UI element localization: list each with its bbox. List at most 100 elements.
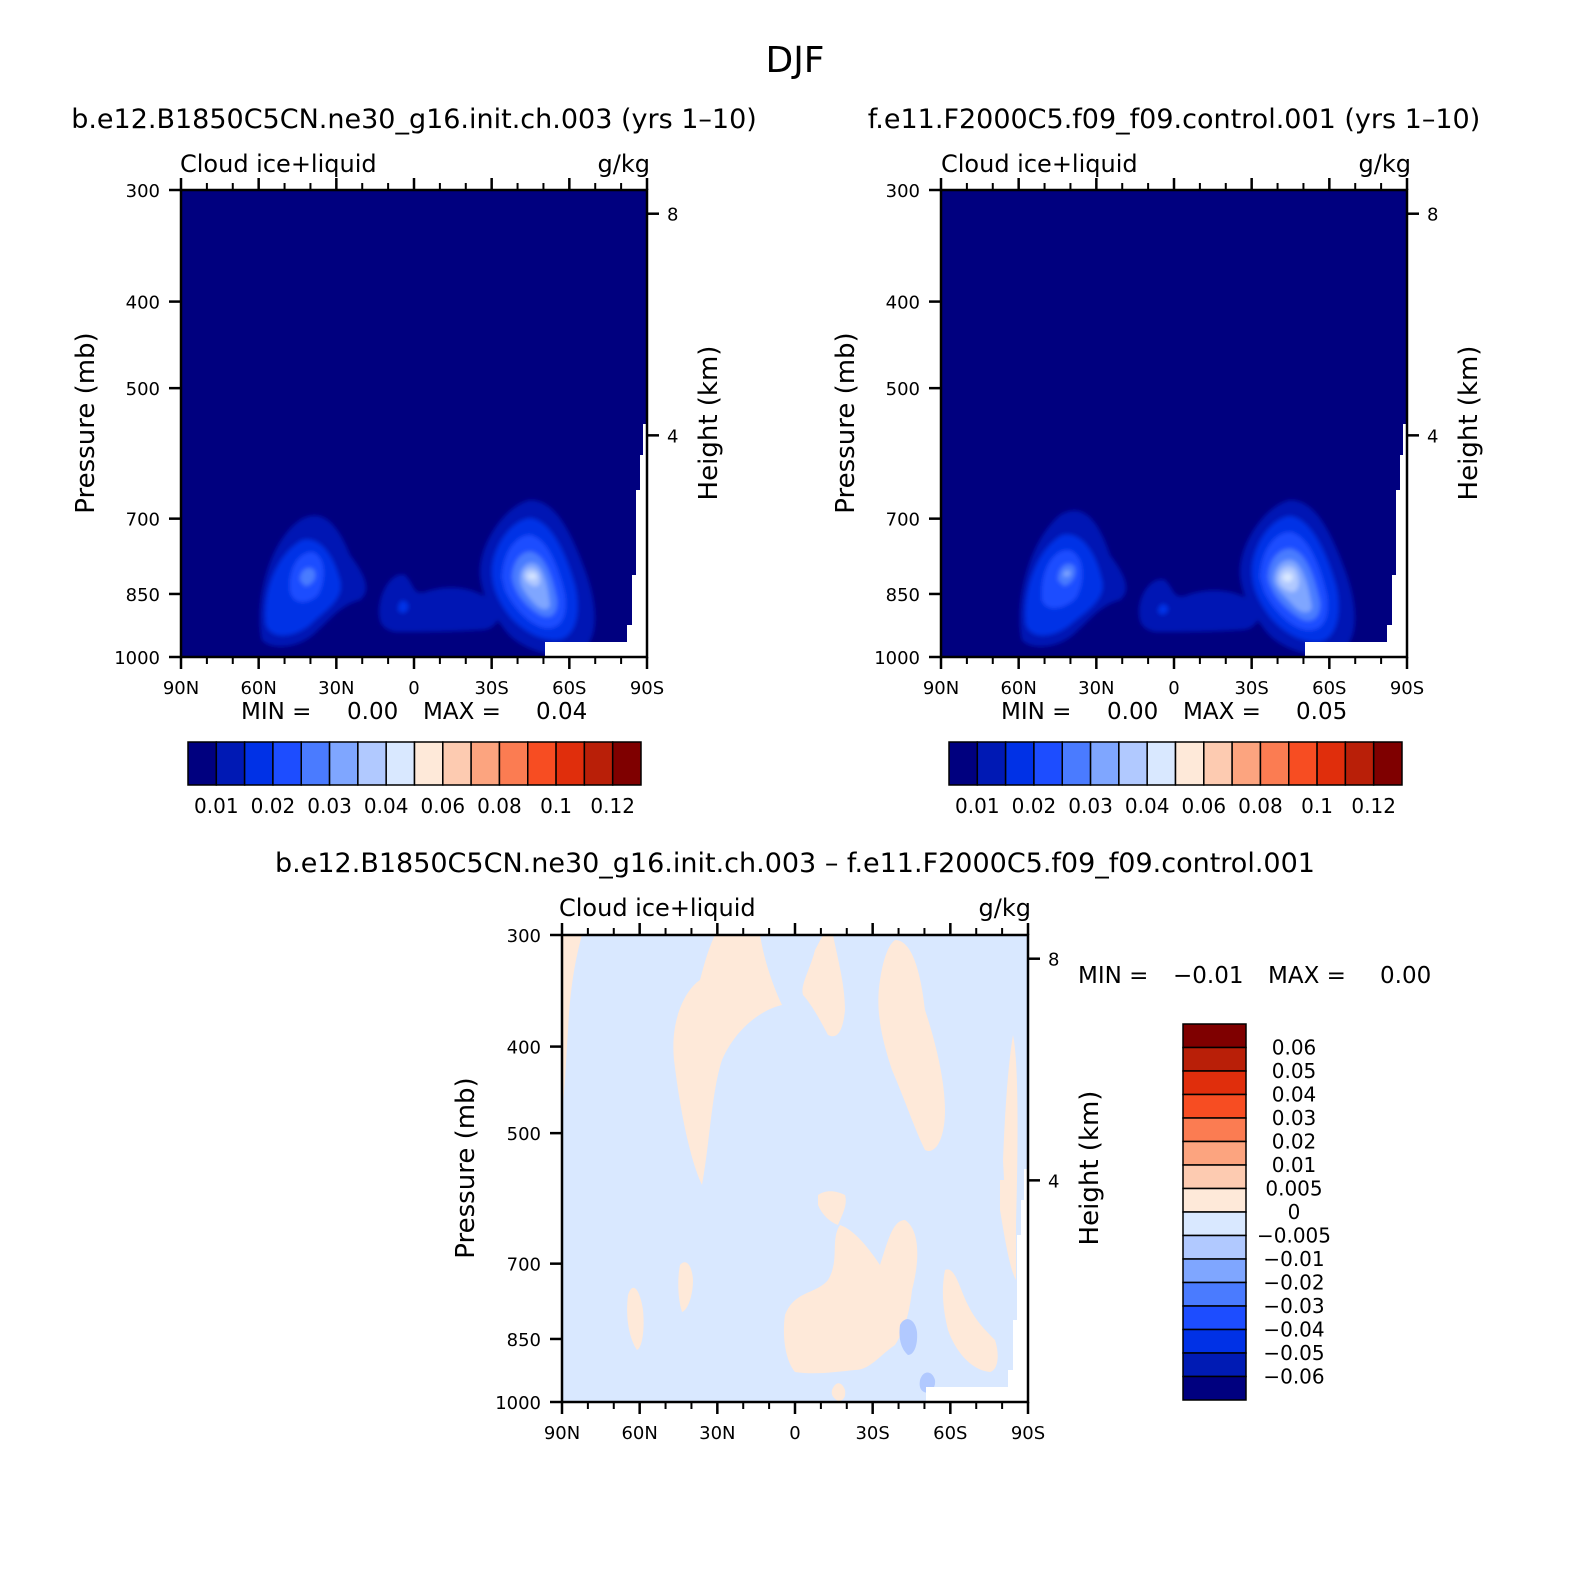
axes: 90N 60N 30N 0 30S 60S 90S 300 400 500 700 850 1000 8 4: [495, 923, 1059, 1444]
y-tick-label: 500: [507, 1124, 541, 1145]
colorbar-swatch: [243, 741, 274, 786]
colorbar-label: 0.08: [477, 794, 522, 818]
colorbar-swatch: [1182, 1140, 1247, 1166]
colorbar-swatch: [1316, 741, 1347, 786]
y2-tick-label: 8: [1427, 205, 1438, 226]
colorbar-label: 0.04: [1272, 1083, 1317, 1107]
x-tick-label: 30N: [318, 678, 354, 699]
x-tick-label: 30S: [1234, 678, 1268, 699]
missing-data-region: [1305, 424, 1407, 657]
field-plot: [941, 190, 1407, 657]
colorbar-swatch: [1231, 741, 1262, 786]
stats-min-value: 0.00: [347, 699, 398, 725]
colorbar-label: 0.06: [421, 794, 466, 818]
colorbar-swatch: [948, 741, 979, 786]
colorbar-swatch: [1182, 1093, 1247, 1119]
colorbar-swatch: [1182, 1211, 1247, 1237]
figure-title: DJF: [765, 40, 824, 81]
colorbar-swatch: [498, 741, 529, 786]
colorbar-swatch: [1182, 1164, 1247, 1190]
colorbar-label: 0.01: [955, 794, 1000, 818]
colorbar-swatch: [357, 741, 387, 786]
y-tick-label: 850: [126, 585, 160, 606]
colorbar-label: −0.01: [1263, 1247, 1324, 1271]
colorbar-swatch: [1182, 1187, 1247, 1213]
y-tick-label: 1000: [114, 648, 160, 669]
colorbar-label: 0.01: [1272, 1153, 1317, 1177]
y-tick-label: 400: [507, 1038, 541, 1059]
y2label: Height (km): [1454, 346, 1484, 501]
colorbar-label: 0.08: [1238, 794, 1283, 818]
stats-line: MIN = 0.00 MAX = 0.05: [1001, 699, 1347, 725]
panel-difference: b.e12.B1850C5CN.ne30_g16.init.ch.003 – f…: [275, 848, 1431, 1444]
colorbar-swatch: [1182, 1070, 1247, 1096]
anomaly-pos-sh-upper: [878, 940, 945, 1151]
colorbar-swatch: [1372, 741, 1403, 786]
stats-min-label: MIN =: [241, 699, 311, 725]
colorbar-label: 0.1: [540, 794, 572, 818]
colorbar-label: 0.05: [1272, 1059, 1317, 1083]
x-tick-label: 60N: [240, 678, 276, 699]
stats-min-label: MIN =: [1078, 963, 1148, 989]
colorbar-label: 0.03: [1068, 794, 1113, 818]
x-tick-label: 60S: [552, 678, 586, 699]
missing-data-region: [926, 1169, 1028, 1402]
colorbar-label: 0.005: [1265, 1177, 1322, 1201]
y2label: Height (km): [694, 346, 724, 501]
x-tick-label: 90N: [544, 1423, 580, 1444]
colorbar-swatch: [1089, 741, 1120, 786]
ylabel: Pressure (mb): [451, 1077, 481, 1258]
colorbar-swatch: [1259, 741, 1290, 786]
y2label: Height (km): [1075, 1091, 1105, 1246]
x-tick-label: 60N: [1000, 678, 1036, 699]
colorbar-swatch: [328, 741, 359, 786]
anomaly-pos-lower-right: [942, 1269, 998, 1372]
colorbar-label: −0.06: [1263, 1365, 1324, 1389]
y-tick-label: 1000: [874, 648, 920, 669]
y-tick-label: 1000: [495, 1393, 541, 1414]
colorbar-label: −0.05: [1263, 1341, 1324, 1365]
colorbar-swatch: [1182, 1281, 1247, 1307]
colorbar-label: 0: [1288, 1200, 1301, 1224]
x-tick-label: 60N: [621, 1423, 657, 1444]
colorbar: 0.01 0.02 0.03 0.04 0.06 0.08 0.1 0.12: [187, 741, 642, 818]
colorbar-label: 0.06: [1272, 1036, 1317, 1060]
colorbar-swatch: [1146, 741, 1177, 786]
anomaly-pos-nh-upper: [673, 935, 782, 1185]
y-tick-label: 500: [126, 379, 160, 400]
x-tick-label: 0: [789, 1423, 800, 1444]
contour-eq-1: [1139, 579, 1259, 632]
colorbar-swatch: [413, 741, 444, 786]
missing-data-region: [545, 424, 647, 657]
y2-tick-label: 8: [667, 205, 678, 226]
x-tick-label: 90N: [163, 678, 199, 699]
axes: 90N 60N 30N 0 30S 60S 90S 300 400 500 700 850 1000 8 4: [114, 178, 678, 699]
colorbar-swatch: [1288, 741, 1318, 786]
anomaly-pos-nh-mid-low: [678, 1262, 693, 1312]
colorbar-swatch: [1118, 741, 1148, 786]
x-tick-label: 90S: [630, 678, 664, 699]
y-tick-label: 700: [507, 1255, 541, 1276]
colorbar-label: 0.02: [1012, 794, 1057, 818]
y-tick-label: 850: [507, 1330, 541, 1351]
x-tick-label: 0: [408, 678, 419, 699]
colorbar-label: 0.12: [590, 794, 635, 818]
anomaly-pos-nh-low: [627, 1287, 644, 1350]
contour-nh-5: [1063, 570, 1071, 577]
colorbar-swatch: [470, 741, 501, 786]
y-tick-label: 500: [886, 379, 920, 400]
stats-line: MIN = −0.01 MAX = 0.00: [1078, 963, 1431, 989]
ylabel: Pressure (mb): [831, 332, 861, 513]
colorbar-label: 0.06: [1182, 794, 1227, 818]
colorbar-label: −0.02: [1263, 1271, 1324, 1295]
colorbar-label: −0.04: [1263, 1318, 1324, 1342]
y-tick-label: 300: [886, 181, 920, 202]
colorbar-swatch: [187, 741, 218, 786]
field-plot: [181, 190, 647, 657]
x-tick-label: 30S: [855, 1423, 889, 1444]
colorbar-swatch: [1174, 741, 1205, 786]
colorbar-swatch: [1182, 1305, 1247, 1331]
y-tick-label: 700: [126, 510, 160, 531]
colorbar-swatch: [1182, 1117, 1247, 1143]
x-tick-label: 60S: [1312, 678, 1346, 699]
